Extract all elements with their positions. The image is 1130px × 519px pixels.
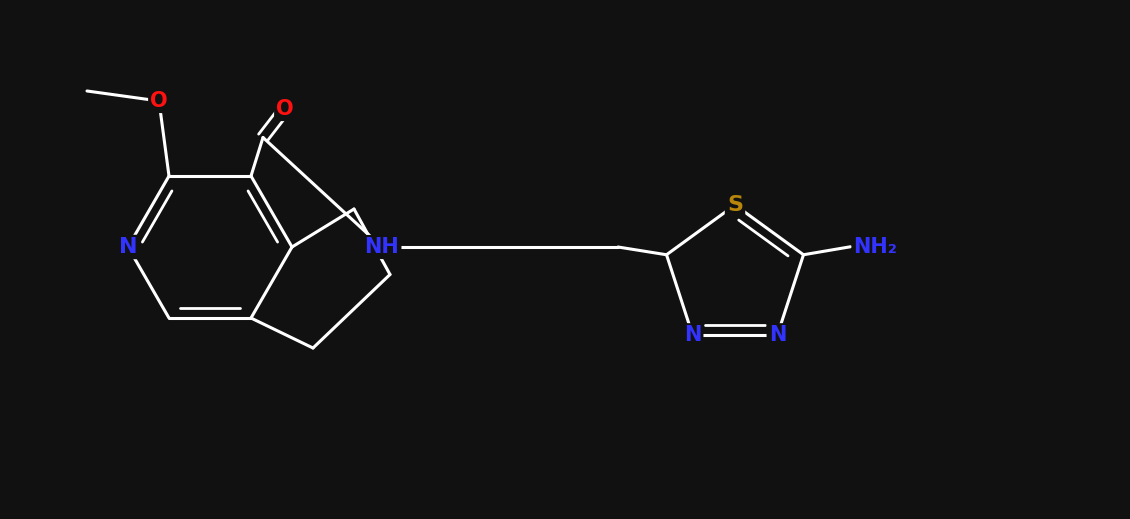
Text: N: N [768, 325, 786, 345]
Text: O: O [276, 99, 294, 119]
Text: N: N [684, 325, 702, 345]
Text: N: N [119, 237, 137, 257]
Text: NH₂: NH₂ [853, 237, 897, 257]
Text: NH: NH [365, 237, 399, 257]
Text: S: S [727, 195, 744, 215]
Text: O: O [150, 91, 168, 111]
